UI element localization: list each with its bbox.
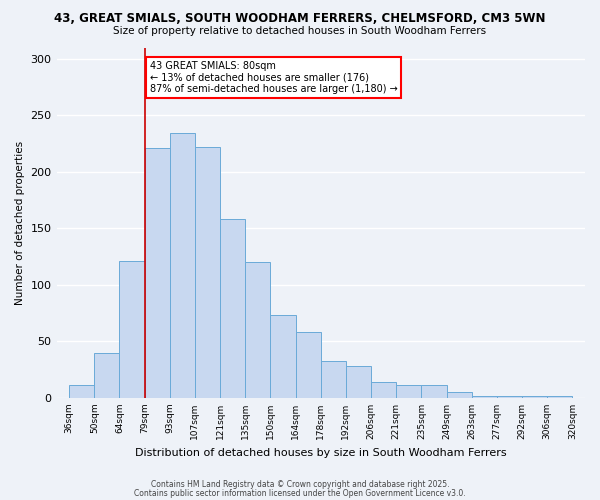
- Text: Size of property relative to detached houses in South Woodham Ferrers: Size of property relative to detached ho…: [113, 26, 487, 36]
- Bar: [346, 366, 371, 398]
- Bar: [522, 396, 547, 398]
- Bar: [69, 386, 94, 398]
- Bar: [497, 396, 522, 398]
- Bar: [547, 396, 572, 398]
- X-axis label: Distribution of detached houses by size in South Woodham Ferrers: Distribution of detached houses by size …: [135, 448, 506, 458]
- Bar: [245, 262, 271, 398]
- Text: 43, GREAT SMIALS, SOUTH WOODHAM FERRERS, CHELMSFORD, CM3 5WN: 43, GREAT SMIALS, SOUTH WOODHAM FERRERS,…: [54, 12, 546, 26]
- Text: 43 GREAT SMIALS: 80sqm
← 13% of detached houses are smaller (176)
87% of semi-de: 43 GREAT SMIALS: 80sqm ← 13% of detached…: [149, 61, 397, 94]
- Y-axis label: Number of detached properties: Number of detached properties: [15, 140, 25, 305]
- Text: Contains public sector information licensed under the Open Government Licence v3: Contains public sector information licen…: [134, 488, 466, 498]
- Bar: [472, 396, 497, 398]
- Bar: [296, 332, 321, 398]
- Bar: [396, 386, 421, 398]
- Bar: [170, 134, 195, 398]
- Bar: [446, 392, 472, 398]
- Bar: [321, 360, 346, 398]
- Bar: [195, 147, 220, 398]
- Bar: [119, 261, 145, 398]
- Bar: [145, 148, 170, 398]
- Bar: [271, 316, 296, 398]
- Bar: [94, 352, 119, 398]
- Text: Contains HM Land Registry data © Crown copyright and database right 2025.: Contains HM Land Registry data © Crown c…: [151, 480, 449, 489]
- Bar: [220, 220, 245, 398]
- Bar: [371, 382, 396, 398]
- Bar: [421, 386, 446, 398]
